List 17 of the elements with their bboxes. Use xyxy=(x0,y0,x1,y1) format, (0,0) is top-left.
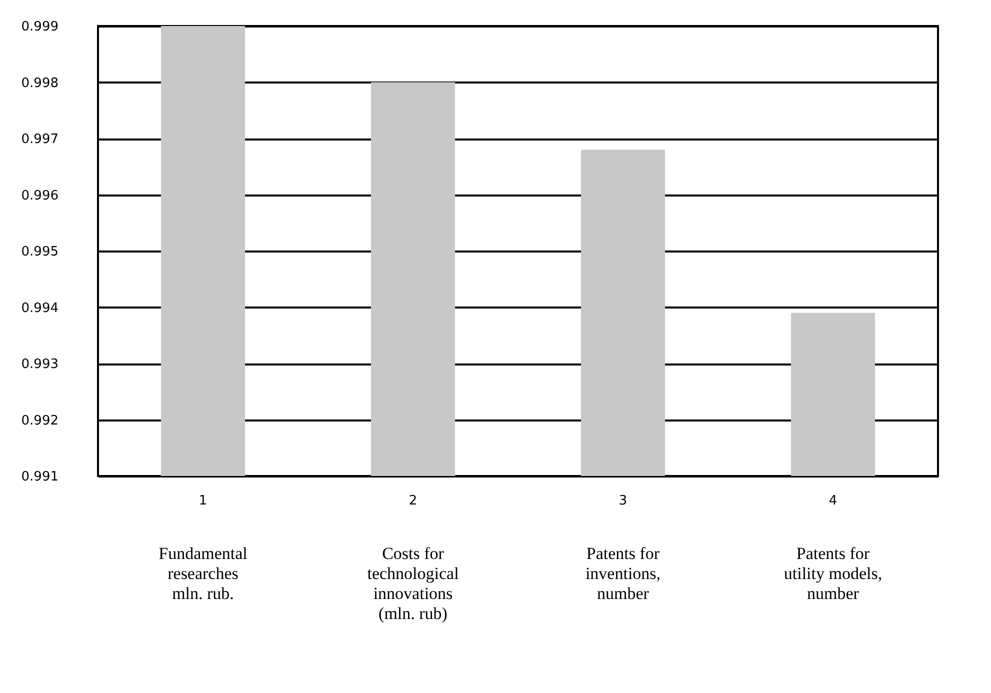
x-tick-label: 2 xyxy=(408,494,418,508)
text: Fundamental researches mln. rub. xyxy=(158,544,248,603)
y-tick-label: 0.992 xyxy=(21,413,58,428)
text: Patents for utility models, number xyxy=(784,544,882,603)
y-tick-label: 0.995 xyxy=(21,244,58,260)
x-tick-label: 4 xyxy=(828,494,838,508)
y-tick-label: 0.996 xyxy=(21,188,58,204)
x-tick-label: 3 xyxy=(618,494,628,508)
x-tick-label: 1 xyxy=(198,494,208,508)
y-tick-label: 0.999 xyxy=(21,20,58,34)
y-tick-label: 0.994 xyxy=(21,300,58,316)
text: Patents for inventions, number xyxy=(585,544,661,603)
y-tick-label: 0.991 xyxy=(21,470,58,484)
y-tick-label: 0.993 xyxy=(21,357,58,372)
y-tick-label: 0.997 xyxy=(21,132,58,147)
y-tick-label: 0.998 xyxy=(21,76,58,91)
text: Costs for technological innovations (mln. rub) xyxy=(367,544,460,623)
